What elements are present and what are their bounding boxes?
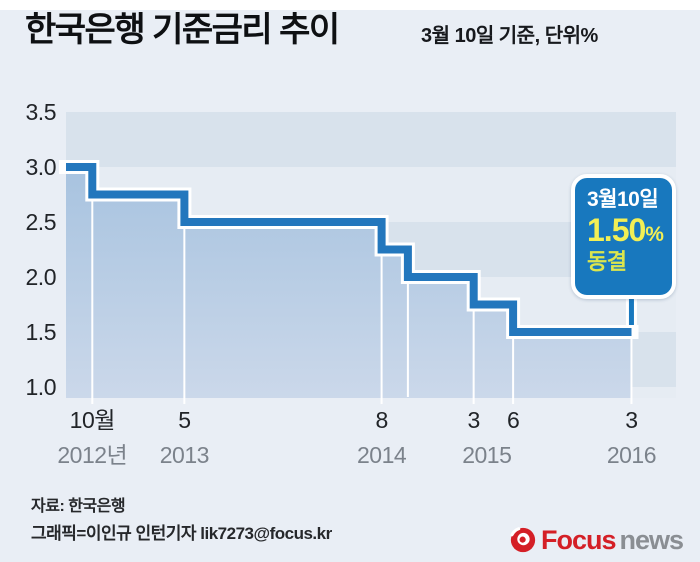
focus-news-swirl-icon [510, 527, 536, 553]
callout-status-label: 동결 [587, 248, 627, 274]
page-title: 한국은행 기준금리 추이 [25, 11, 340, 49]
callout-rate-value: 1.50% [587, 212, 672, 249]
logo-suffix-text: news [619, 524, 685, 555]
rate-line [66, 163, 632, 336]
focus-news-logo: Focus news [509, 524, 685, 555]
callout-percent-sign: % [645, 223, 664, 247]
logo-brand-text: Focus [541, 524, 617, 555]
credit-text: 그래픽=이인규 인턴기자 lik7273@focus.kr [31, 524, 332, 543]
callout-stem [628, 294, 634, 338]
rate-callout-box: 3월10일 1.50% 동결 [571, 174, 676, 299]
source-text: 자료: 한국은행 [31, 498, 126, 515]
top-white-strip [0, 0, 700, 10]
callout-date-label: 3월10일 [587, 188, 659, 211]
page-subtitle: 3월 10일 기준, 단위% [421, 25, 598, 47]
callout-rate-number: 1.50 [587, 212, 646, 249]
grid-band [66, 112, 676, 167]
